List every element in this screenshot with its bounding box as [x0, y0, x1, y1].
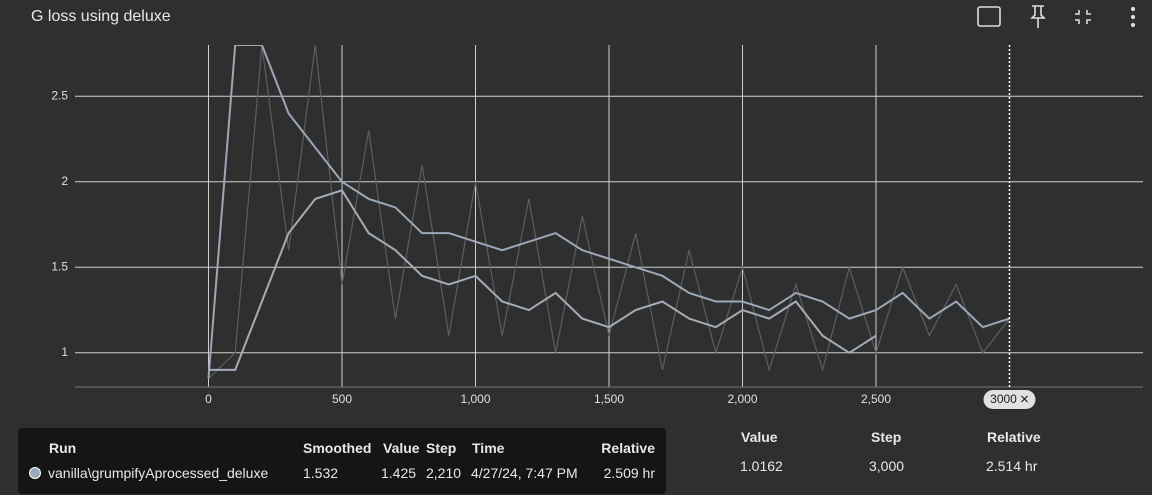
series-line: [207, 45, 1010, 379]
toolbar[interactable]: [977, 5, 1136, 28]
cursor-label: 3000: [990, 392, 1017, 406]
tooltip-cell: vanilla\grumpifyAprocessed_deluxe: [48, 465, 269, 481]
table-cell: 1.0162: [740, 458, 783, 474]
x-tick-label: 500: [332, 392, 352, 406]
cursor-close: [1021, 395, 1028, 403]
table-header[interactable]: Relative: [987, 429, 1041, 445]
y-tick-label: 1: [61, 345, 68, 359]
tooltip-cell: 4/27/24, 7:47 PM: [471, 465, 578, 481]
tooltip-cell: 2,210: [426, 465, 462, 481]
tooltip-cell: 1.425: [381, 465, 417, 481]
x-tick-label: 1,500: [594, 392, 624, 406]
run-dot: [29, 467, 41, 479]
series-line: [208, 45, 1010, 379]
x-tick-label: 2,000: [727, 392, 757, 406]
table-header[interactable]: Value: [741, 429, 778, 445]
tooltip: Run Smoothed Value Step Time Relative va…: [18, 428, 666, 494]
x-tick-label: 2,500: [861, 392, 891, 406]
tooltip-header: Smoothed: [303, 440, 372, 456]
tooltip-cell: 1.532: [303, 465, 339, 481]
table-cell: 3,000: [869, 458, 905, 474]
tooltip-header: Step: [426, 440, 457, 456]
x-tick-label: 1,000: [460, 392, 490, 406]
series-line: [208, 189, 877, 371]
y-tick-label: 2.5: [51, 88, 68, 102]
x-tick-label: 0: [205, 392, 212, 406]
table-header[interactable]: Step: [871, 429, 902, 445]
card-title: G loss using deluxe: [31, 8, 171, 25]
table-cell: 2.514 hr: [986, 458, 1038, 474]
tooltip-header: Value: [383, 440, 420, 456]
cursor-chip: [983, 390, 1036, 409]
tooltip-header: Run: [49, 440, 77, 456]
tooltip-header: Relative: [601, 440, 655, 456]
y-tick-label: 1.5: [51, 259, 68, 273]
y-tick-label: 2: [61, 174, 68, 188]
tooltip-cell: 2.509 hr: [603, 465, 655, 481]
tooltip-header: Time: [472, 440, 505, 456]
